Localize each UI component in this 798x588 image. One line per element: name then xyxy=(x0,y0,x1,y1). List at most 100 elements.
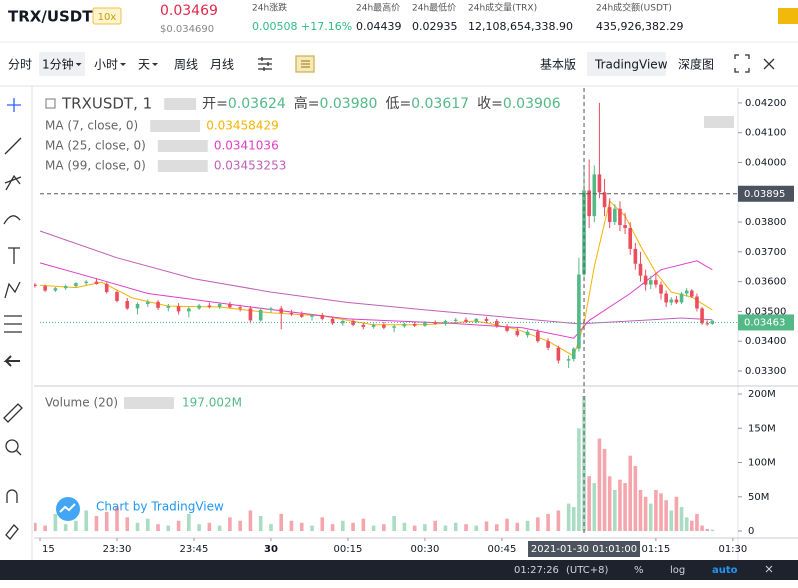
volume-bar xyxy=(382,524,386,532)
volume-bar xyxy=(613,489,617,532)
volume-tick-label: 100M xyxy=(748,458,776,469)
volume-bar xyxy=(156,524,160,532)
interval[interactable]: 分时 xyxy=(8,58,32,72)
volume-bar xyxy=(299,522,304,532)
crosshair-price-label: 0.03895 xyxy=(744,189,785,200)
ma-legend-buttons[interactable] xyxy=(157,140,208,152)
status-settings[interactable] xyxy=(765,565,773,573)
candle-body xyxy=(474,318,479,322)
x-tick-label: 15 xyxy=(42,544,55,555)
volume-bar xyxy=(248,510,253,532)
candle-body xyxy=(525,331,530,336)
candle-body xyxy=(664,293,668,303)
collapse-icon xyxy=(45,98,56,109)
ma-legend-value: 0.03458429 xyxy=(206,119,279,133)
x-tick-label: 00:30 xyxy=(411,544,440,555)
volume-bar xyxy=(582,396,586,532)
volume-bar xyxy=(351,522,355,532)
dropdown-arrow xyxy=(152,63,159,66)
interval[interactable]: 周线 xyxy=(174,58,198,72)
y-tick-label: 0.03300 xyxy=(745,366,786,377)
menu-button[interactable] xyxy=(778,8,798,24)
candle-body xyxy=(582,190,586,275)
volume-bar xyxy=(566,503,571,532)
candle-body xyxy=(34,284,37,287)
candle-body xyxy=(289,312,294,315)
volume-bar xyxy=(618,479,622,532)
volume-bar xyxy=(546,513,550,532)
volume-bar xyxy=(125,517,130,532)
candle-body xyxy=(207,305,212,307)
stat-label: 24h成交额(USDT) xyxy=(596,2,672,14)
pane-buttons[interactable] xyxy=(704,116,734,128)
volume-bar xyxy=(228,517,232,532)
y-tick-label: 0.04200 xyxy=(745,98,786,109)
candle-body xyxy=(648,280,653,285)
candle-body xyxy=(505,326,509,331)
candle-body xyxy=(330,318,335,324)
status-bar xyxy=(0,560,798,580)
candle-body xyxy=(63,286,68,289)
volume-bar xyxy=(104,511,109,532)
volume-bar xyxy=(607,476,612,532)
candle-body xyxy=(145,301,150,304)
volume-bar xyxy=(94,515,99,532)
legend-buttons[interactable] xyxy=(164,98,197,110)
candle-body xyxy=(238,307,242,309)
selected-interval-bg xyxy=(39,52,85,76)
ma-legend-buttons[interactable] xyxy=(150,120,201,132)
view-tab[interactable]: 基本版 xyxy=(540,58,576,72)
volume-bar xyxy=(135,522,140,532)
candle-body xyxy=(320,314,325,319)
log-toggle[interactable]: log xyxy=(670,565,685,576)
view-tab[interactable]: 深度图 xyxy=(678,57,714,72)
view-tab[interactable]: TradingView xyxy=(594,58,668,72)
y-tick-label: 0.03600 xyxy=(745,277,786,288)
candle-body xyxy=(115,292,119,301)
candle-body xyxy=(166,306,171,308)
candle-body xyxy=(258,309,263,321)
volume-bar xyxy=(34,522,37,532)
dropdown-arrow xyxy=(120,63,127,66)
ohlc-key: 高 xyxy=(294,95,308,112)
auto-toggle[interactable]: auto xyxy=(712,565,738,576)
selected-view-bg xyxy=(587,52,666,76)
volume-bar xyxy=(423,524,427,532)
volume-legend-buttons[interactable] xyxy=(124,397,174,409)
x-tick-label: 01:30 xyxy=(718,544,747,555)
percent-toggle[interactable]: % xyxy=(634,565,644,576)
volume-bar xyxy=(197,524,201,532)
interval[interactable]: 1分钟 xyxy=(42,57,74,72)
interval[interactable]: 天 xyxy=(138,58,150,72)
status-timezone[interactable]: (UTC+8) xyxy=(566,565,608,576)
ma-line xyxy=(39,200,713,357)
volume-bar xyxy=(505,518,509,532)
ma-legend-buttons[interactable] xyxy=(157,160,208,172)
volume-bar xyxy=(443,525,448,532)
volume-bar xyxy=(474,525,479,532)
volume-bar xyxy=(556,510,561,532)
y-tick-label: 0.04100 xyxy=(745,128,786,139)
x-tick-label: 00:45 xyxy=(487,544,516,555)
volume-bar xyxy=(341,520,345,532)
volume-bar xyxy=(330,524,335,532)
y-tick-label: 0.03400 xyxy=(745,336,786,347)
candle-body xyxy=(187,308,191,312)
candle-body xyxy=(433,322,437,324)
volume-bar xyxy=(690,520,694,532)
interval[interactable]: 月线 xyxy=(210,58,234,72)
candle-body xyxy=(412,323,417,326)
ohlc-eq: = xyxy=(491,96,503,112)
volume-bar xyxy=(279,513,284,532)
toolbar-icons xyxy=(258,54,775,73)
drawing-tools[interactable] xyxy=(3,98,23,540)
y-tick-label: 0.04000 xyxy=(745,157,786,168)
crosshair-price-box xyxy=(738,185,794,202)
watermark[interactable]: Chart by TradingView xyxy=(96,500,224,514)
symbol[interactable]: TRX/USDT xyxy=(8,8,93,26)
candle-body xyxy=(638,263,643,276)
ohlc-key: 开 xyxy=(202,96,216,112)
x-tick-label: 30 xyxy=(264,544,278,555)
interval[interactable]: 小时 xyxy=(94,58,118,72)
volume-bar xyxy=(84,510,88,532)
